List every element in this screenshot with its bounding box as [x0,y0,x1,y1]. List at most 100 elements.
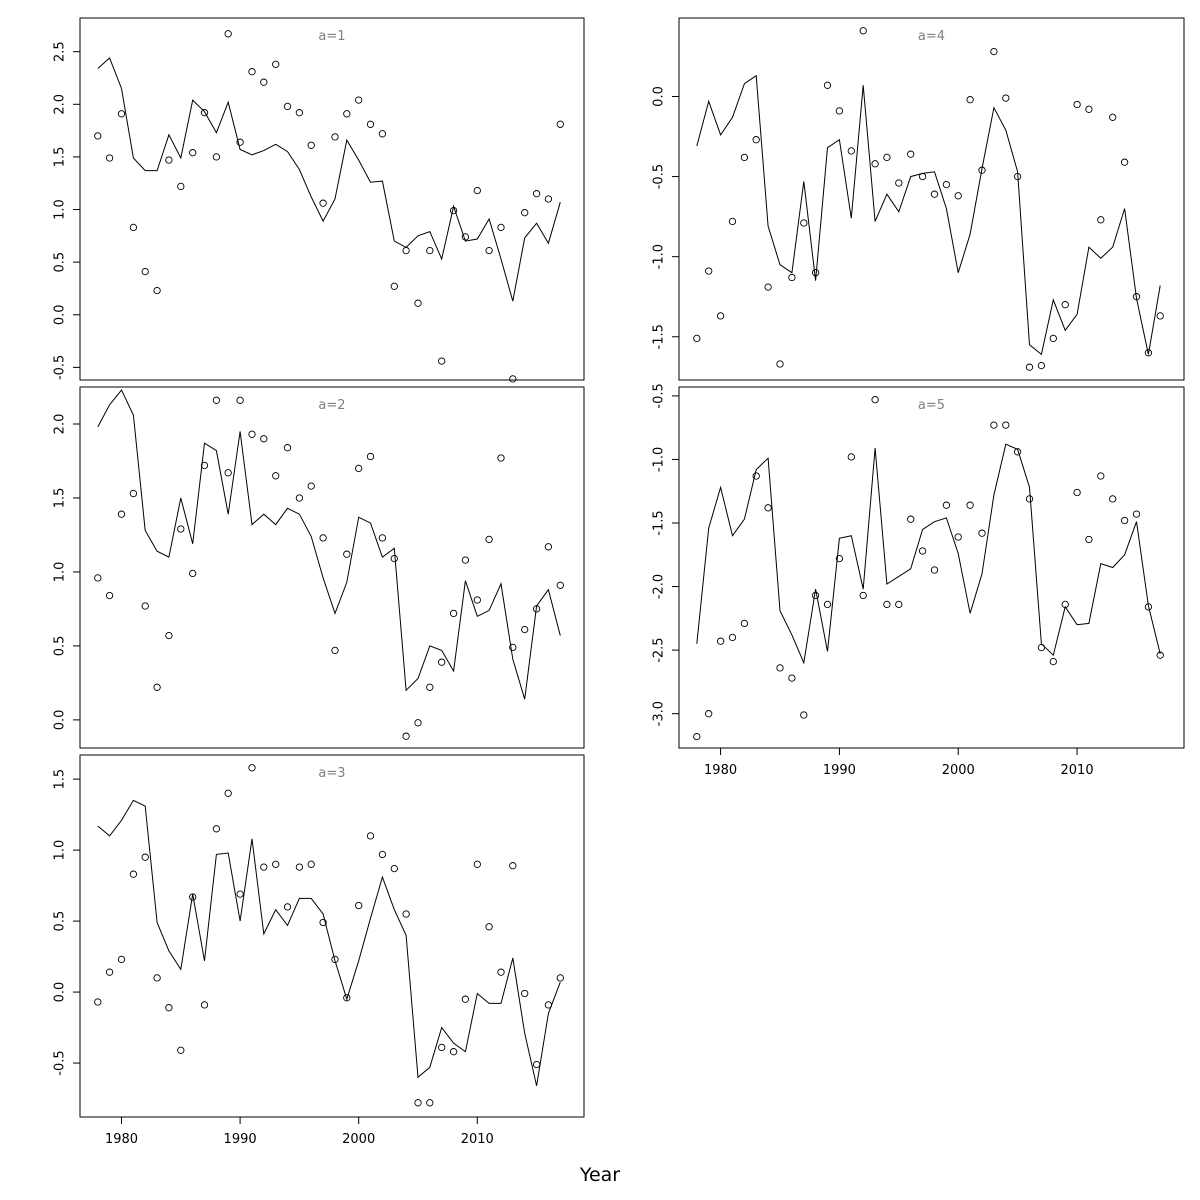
data-point [1120,158,1129,166]
data-point [942,180,951,189]
data-point [378,850,387,859]
data-point [895,179,903,187]
data-point [390,864,398,873]
data-point [260,435,268,443]
fitted-line [696,74,1161,356]
data-point [117,955,126,964]
data-point [1013,448,1022,456]
data-point [895,600,903,609]
data-point [788,273,796,282]
data-point [366,120,375,128]
data-point [153,286,161,295]
y-tick-label: 0.5 [53,636,68,657]
panel-label: a=1 [318,29,345,44]
data-point [248,764,256,772]
data-point [990,421,998,429]
data-point [1002,421,1010,429]
data-point [189,149,197,157]
y-tick-label: 1.5 [53,769,68,790]
data-point [473,860,481,868]
data-point [1061,301,1069,309]
data-point [236,396,244,404]
y-tick-label: 0.0 [652,86,667,107]
data-point [532,190,541,198]
data-point [426,246,434,255]
panel-3: a=3 -0.5 0.0 0.5 1.0 1.5 1980 1990 2000 2010 [53,754,585,1147]
data-point [1109,495,1117,503]
data-point [366,452,375,461]
data-point [141,853,149,861]
data-point [366,832,375,840]
data-point [343,994,351,1002]
y-tick-label: 0.0 [53,304,68,325]
x-tick-label: 1980 [704,763,737,778]
data-point [272,60,280,68]
data-point [1085,535,1093,544]
data-point [438,357,446,365]
x-tick-label: 2000 [942,763,975,778]
x-tick-label: 1990 [224,1132,257,1147]
data-point [295,109,304,117]
data-point [141,267,149,276]
data-point [556,974,564,982]
data-point [473,186,481,195]
data-point [954,533,962,541]
data-point [544,1001,553,1009]
data-point [918,547,927,555]
data-point [272,860,280,868]
data-point [1025,363,1034,371]
y-tick-label: -0.5 [53,1050,68,1075]
data-point [1073,100,1081,109]
data-point [307,860,315,868]
data-point [414,1099,422,1107]
x-tick-label: 1980 [105,1132,138,1147]
data-point [485,535,493,544]
data-point [473,596,481,604]
data-point [942,501,951,509]
y-tick-label: 1.0 [53,840,68,861]
data-point [94,132,102,140]
data-point [509,643,517,652]
data-point [556,581,564,589]
data-point [1120,516,1129,525]
y-tick-label: 0.0 [53,710,68,731]
data-point [449,206,458,215]
data-point [224,789,232,797]
data-point [390,282,398,290]
data-point [94,574,102,582]
data-point [129,223,138,232]
panel-1: a=1 -0.5 0.0 0.5 1.0 1.5 2.0 2.5 [53,17,585,383]
data-point [402,246,410,255]
data-point [485,923,493,931]
x-tick-label: 2000 [342,1132,375,1147]
y-tick-label: 2.0 [53,94,68,115]
data-point [331,955,339,964]
data-point [402,732,410,740]
data-point [1144,603,1153,611]
data-point [331,646,339,655]
data-point [319,199,327,207]
data-point [236,138,244,146]
data-point [823,81,832,89]
data-point [847,147,855,155]
fitted-line [97,389,561,700]
data-point [776,360,784,368]
data-point [105,591,114,600]
data-point [260,863,268,871]
data-point [764,283,772,291]
data-point [426,683,434,691]
data-point [811,591,820,600]
data-point [438,1043,446,1052]
data-point [283,903,292,911]
data-point [449,609,458,618]
data-point [224,469,232,477]
plot-frame [79,754,585,1118]
data-point [740,619,749,628]
data-point [883,153,891,162]
data-point [212,825,221,833]
data-point [1037,643,1046,652]
data-point [295,494,304,502]
data-point [978,166,986,174]
x-tick-label: 2010 [1061,763,1094,778]
